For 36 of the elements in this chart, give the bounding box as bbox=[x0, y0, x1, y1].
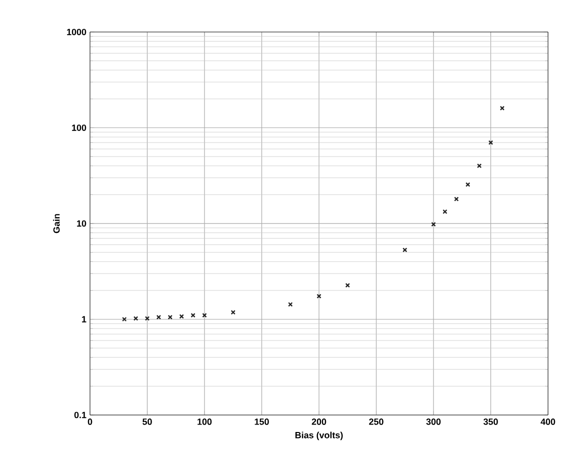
point bbox=[454, 196, 459, 202]
point bbox=[500, 106, 505, 111]
point bbox=[431, 222, 436, 227]
point bbox=[202, 312, 207, 318]
point bbox=[133, 316, 138, 321]
y-tick-label: 10 bbox=[77, 220, 86, 227]
point bbox=[144, 316, 150, 321]
point bbox=[156, 314, 162, 320]
y-tick-label: 1 bbox=[82, 316, 86, 322]
point bbox=[179, 314, 184, 319]
point bbox=[488, 140, 494, 145]
x-tick-label: 250 bbox=[369, 418, 384, 425]
point bbox=[230, 310, 236, 315]
x-tick-label: 300 bbox=[426, 418, 441, 425]
point bbox=[190, 312, 196, 318]
x-tick-label: 150 bbox=[254, 418, 269, 425]
y-tick-label: 1000 bbox=[67, 28, 86, 36]
point bbox=[465, 182, 470, 187]
x-tick-label: 100 bbox=[198, 418, 212, 425]
point bbox=[122, 316, 127, 322]
point bbox=[316, 294, 322, 299]
x-tick-label: 400 bbox=[540, 418, 556, 425]
point bbox=[168, 314, 173, 320]
x-tick-label: 50 bbox=[142, 418, 152, 425]
y-tick-label: 100 bbox=[72, 124, 86, 131]
x-tick-label: 350 bbox=[483, 418, 498, 425]
point bbox=[345, 282, 350, 288]
x-tick-label: 200 bbox=[312, 418, 326, 425]
point bbox=[288, 302, 293, 307]
x-tick-label: 0 bbox=[88, 418, 92, 425]
y-tick-label: 0.1 bbox=[74, 412, 86, 418]
point bbox=[476, 163, 482, 168]
y-axis-title: Gain bbox=[53, 214, 60, 234]
point bbox=[402, 248, 408, 252]
point bbox=[442, 209, 448, 214]
x-axis-title: Bias (volts) bbox=[295, 432, 343, 440]
